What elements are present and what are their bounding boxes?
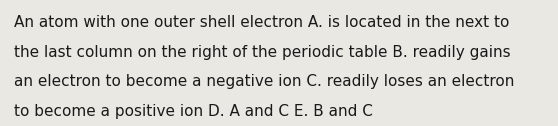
Text: to become a positive ion D. A and C E. B and C: to become a positive ion D. A and C E. B… (14, 104, 373, 119)
Text: the last column on the right of the periodic table B. readily gains: the last column on the right of the peri… (14, 45, 511, 60)
Text: An atom with one outer shell electron A. is located in the next to: An atom with one outer shell electron A.… (14, 15, 509, 30)
Text: an electron to become a negative ion C. readily loses an electron: an electron to become a negative ion C. … (14, 74, 514, 89)
